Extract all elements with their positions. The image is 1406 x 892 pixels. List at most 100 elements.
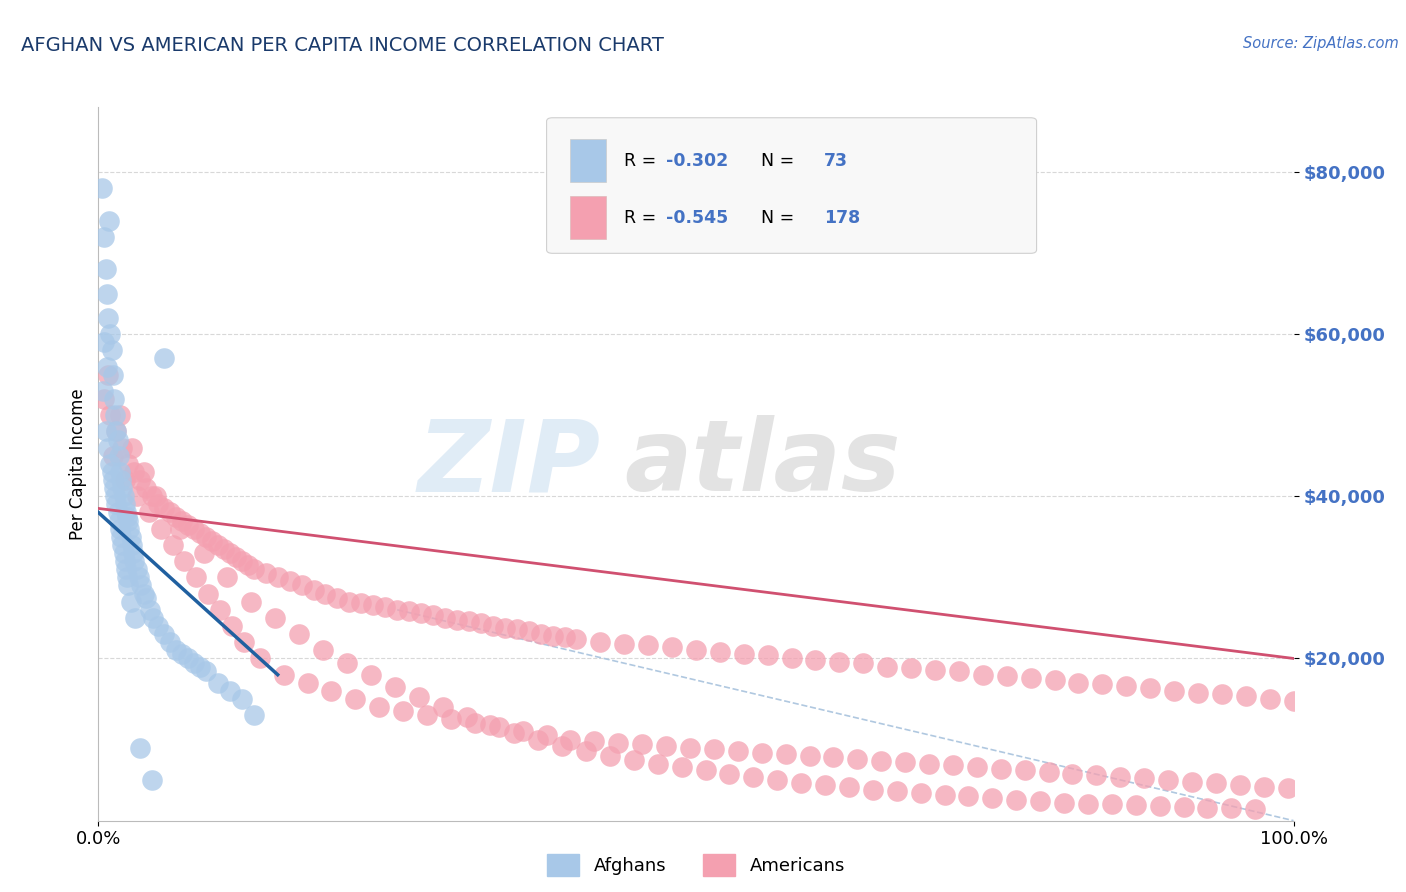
Point	[661, 640, 683, 654]
Point	[392, 704, 415, 718]
Text: atlas: atlas	[624, 416, 901, 512]
Point	[115, 570, 138, 584]
Point	[94, 262, 117, 277]
Point	[188, 525, 211, 540]
Point	[207, 538, 229, 552]
Point	[972, 667, 994, 681]
Point	[910, 786, 932, 800]
Point	[966, 760, 988, 774]
Point	[326, 591, 349, 605]
Point	[456, 710, 478, 724]
Point	[384, 680, 406, 694]
Point	[727, 744, 749, 758]
Point	[165, 643, 187, 657]
Point	[110, 473, 132, 487]
Point	[799, 748, 821, 763]
Point	[114, 473, 136, 487]
Point	[457, 614, 479, 628]
Point	[183, 656, 205, 670]
Point	[1019, 671, 1042, 685]
FancyBboxPatch shape	[571, 139, 606, 182]
Point	[125, 489, 148, 503]
Point	[193, 546, 215, 560]
Point	[934, 788, 956, 802]
Point	[554, 631, 576, 645]
Text: R =: R =	[624, 209, 662, 227]
Point	[188, 659, 211, 673]
Point	[852, 657, 875, 671]
Point	[411, 606, 433, 620]
Point	[756, 648, 779, 663]
Point	[111, 441, 134, 455]
Point	[273, 667, 295, 681]
Point	[385, 603, 409, 617]
Point	[125, 562, 148, 576]
Point	[103, 481, 125, 495]
Point	[775, 747, 797, 761]
Point	[337, 595, 360, 609]
Point	[432, 700, 454, 714]
Point	[607, 736, 630, 750]
Point	[368, 700, 391, 714]
Point	[637, 639, 659, 653]
Point	[1181, 774, 1204, 789]
Point	[172, 514, 194, 528]
Point	[242, 708, 264, 723]
Point	[1253, 780, 1275, 794]
Point	[1005, 792, 1028, 806]
Point	[124, 611, 146, 625]
Point	[173, 554, 195, 568]
Point	[957, 789, 980, 804]
Point	[98, 327, 122, 342]
Point	[1244, 802, 1267, 816]
Point	[565, 632, 588, 646]
Point	[671, 760, 693, 774]
Point	[321, 684, 343, 698]
Point	[117, 514, 139, 528]
Point	[194, 664, 217, 678]
Point	[97, 368, 120, 382]
Point	[242, 562, 264, 576]
Point	[153, 501, 176, 516]
Point	[1029, 794, 1052, 808]
Point	[177, 651, 200, 665]
Point	[97, 310, 120, 325]
Point	[315, 586, 337, 600]
Point	[446, 613, 468, 627]
Point	[107, 449, 129, 463]
Point	[217, 570, 239, 584]
Point	[464, 716, 486, 731]
Point	[1125, 798, 1147, 813]
Point	[186, 570, 208, 584]
Point	[121, 441, 143, 455]
Point	[254, 566, 277, 581]
Point	[363, 598, 385, 612]
Point	[613, 637, 636, 651]
Point	[267, 570, 290, 584]
Point	[422, 607, 444, 622]
Point	[541, 629, 564, 643]
Point	[128, 570, 150, 584]
Point	[1043, 673, 1066, 687]
Point	[120, 595, 142, 609]
Point	[828, 655, 851, 669]
Point	[183, 522, 205, 536]
Point	[703, 742, 725, 756]
Point	[278, 574, 301, 589]
Point	[117, 578, 139, 592]
Point	[98, 408, 122, 422]
Point	[886, 784, 908, 798]
Point	[135, 481, 157, 495]
Point	[290, 578, 312, 592]
Point	[1234, 689, 1257, 703]
Point	[121, 538, 143, 552]
Point	[105, 497, 128, 511]
Point	[107, 514, 129, 528]
Point	[1101, 797, 1123, 812]
Point	[98, 213, 121, 227]
Point	[1085, 768, 1108, 782]
Text: -0.545: -0.545	[666, 209, 728, 227]
Point	[599, 748, 621, 763]
Point	[118, 522, 141, 536]
Point	[804, 653, 827, 667]
